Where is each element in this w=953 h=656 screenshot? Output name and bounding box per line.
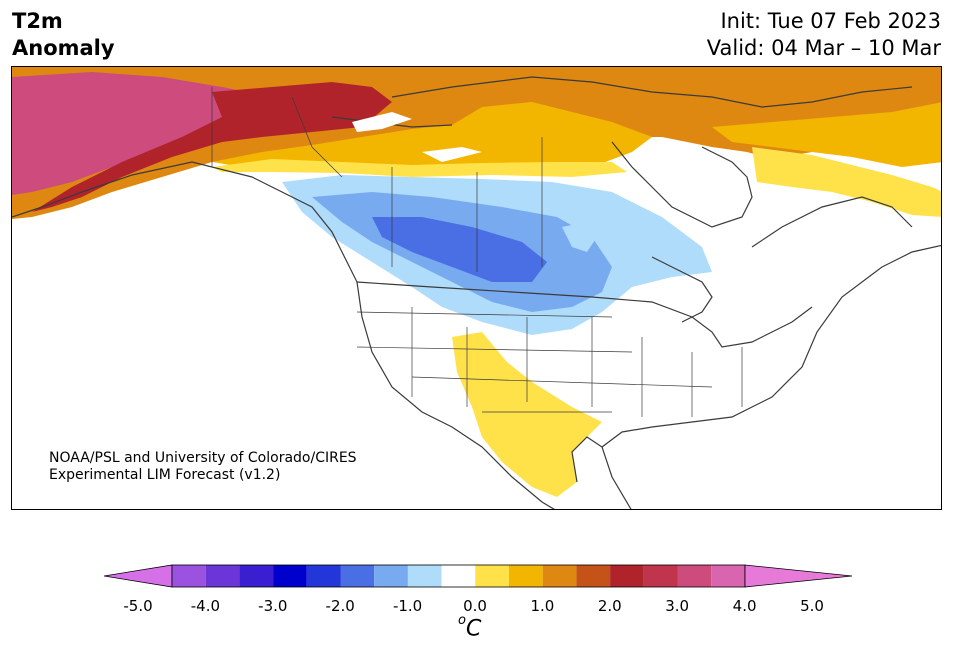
- colorbar-cell: [643, 565, 678, 587]
- colorbar-cell: [205, 565, 240, 587]
- unit-degree-symbol: o: [458, 613, 466, 628]
- coastline-layer: [12, 76, 941, 509]
- anomaly-region-alaska-red: [32, 82, 392, 212]
- colorbar-under-arrow: [104, 564, 173, 588]
- credit-line-1: NOAA/PSL and University of Colorado/CIRE…: [49, 450, 357, 466]
- colorbar-cell: [441, 565, 476, 587]
- colorbar-tick-label: -2.0: [325, 597, 355, 615]
- state-borders-layer: [211, 87, 743, 417]
- colorbar: [104, 564, 852, 588]
- colorbar-tick-label: -1.0: [392, 597, 423, 615]
- colorbar-outline: [171, 564, 746, 588]
- colorbar-over-arrow: [744, 564, 852, 588]
- colorbar-tick-label: 5.0: [800, 597, 824, 615]
- field-type-label: Anomaly: [12, 36, 115, 60]
- colorbar-tick-label: 1.0: [530, 597, 555, 615]
- colorbar-tick-label: 0.0: [463, 597, 487, 615]
- colorbar-cell: [374, 565, 408, 587]
- colorbar-cell: [475, 565, 509, 587]
- colorbar-cell: [172, 565, 206, 587]
- colorbar-tick-label: 3.0: [665, 597, 690, 615]
- colorbar-cell: [306, 565, 341, 587]
- colorbar-tick-label: -5.0: [123, 597, 153, 615]
- forecast-dates: Init: Tue 07 Feb 2023 Valid: 04 Mar – 10…: [707, 8, 941, 62]
- colorbar-cell: [677, 565, 712, 587]
- credit-line-2: Experimental LIM Forecast (v1.2): [49, 467, 281, 483]
- anomaly-region-quebec-amber: [712, 102, 941, 167]
- map-title: T2m Anomaly: [12, 8, 115, 62]
- colorbar-tick-label: -3.0: [258, 597, 288, 615]
- colorbar-cell: [509, 565, 543, 587]
- init-date: Init: Tue 07 Feb 2023: [720, 9, 941, 33]
- colorbar-cell: [239, 565, 274, 587]
- valid-date: Valid: 04 Mar – 10 Mar: [706, 36, 941, 60]
- colorbar-tick-label: -4.0: [190, 597, 221, 615]
- colorbar-cell: [576, 565, 611, 587]
- variable-label: T2m: [12, 9, 63, 33]
- unit-text: C: [465, 616, 482, 642]
- ice-patches: [352, 112, 482, 162]
- colorbar-cell: [273, 565, 307, 587]
- colorbar-cell: [407, 565, 442, 587]
- anomaly-region-north-yellow: [212, 159, 627, 177]
- anomaly-region-neutral-patch: [562, 222, 597, 252]
- colorbar-unit-label: oC: [458, 613, 482, 642]
- anomaly-fill-layer: [12, 67, 941, 497]
- colorbar-cell: [542, 565, 577, 587]
- anomaly-region-labrador-yellow: [752, 147, 941, 217]
- credit-text: NOAA/PSL and University of Colorado/CIRE…: [49, 450, 357, 484]
- anomaly-region-southwest-yellow: [452, 332, 602, 497]
- colorbar-tick-label: 2.0: [597, 597, 622, 615]
- anomaly-region-prairies-blue: [372, 217, 547, 282]
- colorbar-cell: [340, 565, 375, 587]
- anomaly-map: [11, 66, 942, 510]
- colorbar-cells: [104, 564, 852, 588]
- colorbar-cell: [711, 565, 745, 587]
- colorbar-tick-label: 4.0: [732, 597, 757, 615]
- colorbar-cell: [610, 565, 644, 587]
